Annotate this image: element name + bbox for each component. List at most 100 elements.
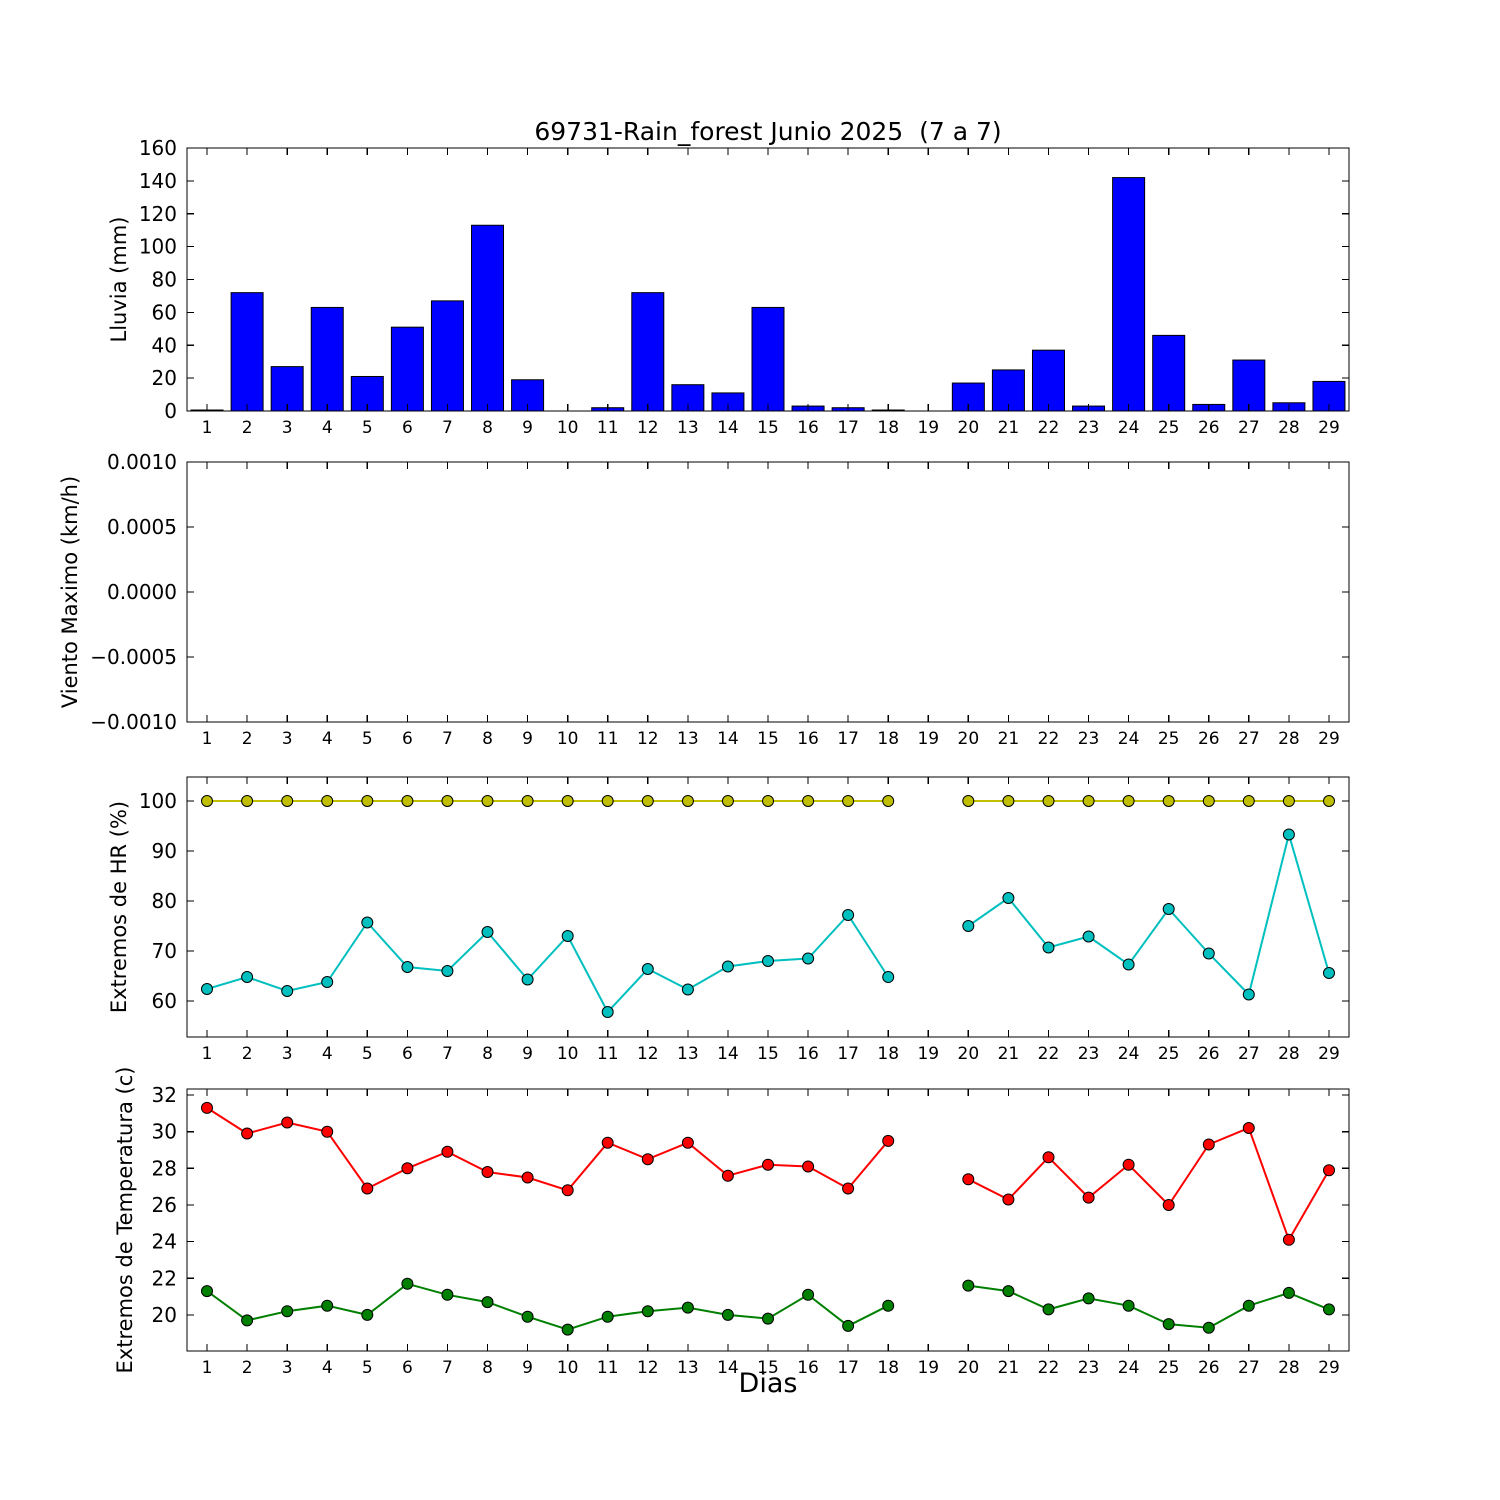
x-tick-label: 13	[677, 1358, 699, 1378]
x-tick-label: 5	[362, 1044, 373, 1064]
subplot-1-bars	[190, 177, 1346, 412]
x-tick-label: 26	[1198, 729, 1220, 749]
bar-day-27	[1232, 359, 1266, 412]
marker-day-16	[802, 1288, 815, 1301]
marker-day-1	[201, 795, 213, 807]
marker-day-23	[1082, 1191, 1095, 1204]
marker-day-16	[802, 795, 815, 807]
marker-day-25	[1162, 1318, 1175, 1331]
x-tick-label: 28	[1278, 418, 1300, 438]
bar-day-3	[270, 366, 304, 412]
marker-day-7	[441, 1288, 454, 1301]
x-tick-label: 19	[917, 418, 939, 438]
series-hr-minima	[201, 828, 1335, 1018]
bar-day-2	[230, 292, 264, 412]
marker-day-26	[1202, 1321, 1215, 1334]
subplot-4: 1 2 3 4 5 6 7 8 9 10 11 12 13 14 15 16 17 18 19 20 21 22 23 24 2…	[113, 1067, 1350, 1378]
x-tick-label: 21	[998, 418, 1020, 438]
x-tick-label: 15	[757, 1044, 779, 1064]
marker-day-27	[1242, 988, 1255, 1001]
x-tick-label: 24	[1118, 729, 1140, 749]
y-axis-title: Viento Maximo (km/h)	[58, 476, 82, 708]
x-tick-label: 11	[597, 1358, 619, 1378]
marker-day-14	[721, 1169, 734, 1182]
marker-day-3	[281, 1305, 294, 1318]
x-axis: 1 2 3 4 5 6 7 8 9 10 11 12 13 14 15 16 17 18 19 20 21 22 23 24 2…	[202, 1089, 1340, 1378]
marker-day-3	[281, 795, 294, 807]
x-tick-label: 29	[1318, 1044, 1340, 1064]
subplot-1: 1 2 3 4 5 6 7 8 9 10 11 12 13 14 15 16 17 18 19 20 21 22 23 24 2…	[107, 136, 1350, 438]
marker-day-8	[481, 926, 494, 938]
marker-day-23	[1082, 795, 1095, 807]
x-tick-label: 14	[717, 418, 739, 438]
marker-day-11	[601, 1006, 614, 1018]
marker-day-15	[762, 955, 774, 967]
bar-day-12	[631, 292, 665, 412]
y-tick-label: 80	[152, 889, 177, 913]
marker-day-9	[521, 795, 534, 807]
marker-day-18	[882, 971, 895, 983]
x-tick-label: 18	[877, 729, 899, 749]
x-tick-label: 20	[958, 729, 980, 749]
marker-day-22	[1042, 1151, 1055, 1164]
figure-title: 69731-Rain_forest Junio 2025 (7 a 7)	[534, 117, 1002, 146]
marker-day-17	[842, 1319, 855, 1332]
marker-day-13	[681, 1301, 694, 1314]
x-tick-label: 1	[202, 1044, 213, 1064]
y-tick-label: −0.0005	[90, 645, 177, 669]
marker-day-22	[1042, 1303, 1055, 1316]
x-tick-label: 16	[797, 729, 819, 749]
x-tick-label: 5	[362, 729, 373, 749]
x-tick-label: 26	[1198, 1044, 1220, 1064]
x-tick-label: 9	[522, 1044, 533, 1064]
marker-day-28	[1282, 795, 1295, 807]
y-tick-label: 160	[139, 136, 177, 160]
bar-day-22	[1031, 349, 1065, 412]
x-tick-label: 11	[597, 1044, 619, 1064]
x-tick-label: 25	[1158, 1358, 1180, 1378]
marker-day-5	[361, 1182, 374, 1195]
marker-day-2	[241, 1314, 254, 1327]
series-hr-maxima	[201, 795, 1335, 807]
marker-day-20	[962, 795, 975, 807]
x-tick-label: 1	[202, 729, 213, 749]
y-tick-label: 20	[152, 366, 177, 390]
marker-day-2	[241, 971, 254, 983]
marker-day-24	[1122, 958, 1135, 971]
x-tick-label: 25	[1158, 729, 1180, 749]
marker-day-9	[521, 1310, 534, 1323]
subplot-3: 1 2 3 4 5 6 7 8 9 10 11 12 13 14 15 16 17 18 19 20 21 22 23 24 2…	[107, 776, 1350, 1064]
marker-day-9	[521, 1171, 534, 1184]
x-tick-label: 17	[837, 418, 859, 438]
y-tick-label: 120	[139, 202, 177, 226]
marker-day-22	[1042, 941, 1055, 954]
x-tick-label: 6	[402, 1044, 413, 1064]
x-tick-label: 7	[442, 1044, 453, 1064]
x-tick-label: 11	[597, 729, 619, 749]
marker-day-24	[1122, 1299, 1135, 1312]
marker-day-25	[1162, 1199, 1175, 1211]
marker-day-13	[681, 1136, 694, 1149]
y-tick-label: 60	[152, 989, 177, 1013]
y-tick-label: 70	[152, 939, 177, 963]
x-tick-label: 12	[637, 1358, 659, 1378]
marker-day-18	[882, 795, 895, 807]
marker-day-4	[321, 795, 334, 807]
marker-day-14	[721, 795, 734, 807]
y-tick-label: 0	[164, 399, 177, 423]
marker-day-12	[641, 795, 654, 807]
x-tick-label: 19	[917, 1358, 939, 1378]
marker-day-7	[441, 965, 454, 977]
x-tick-label: 9	[522, 1358, 533, 1378]
marker-day-4	[321, 1299, 334, 1312]
y-axis: 60 70 80 90 100	[139, 789, 1349, 1013]
marker-day-13	[681, 983, 694, 996]
marker-day-20	[962, 920, 975, 932]
marker-day-24	[1122, 795, 1135, 807]
x-tick-label: 12	[637, 1044, 659, 1064]
marker-day-3	[281, 985, 294, 997]
y-tick-label: 0.0000	[107, 580, 177, 604]
x-tick-label: 21	[998, 729, 1020, 749]
bar-day-7	[430, 300, 464, 412]
y-axis-title: Extremos de HR (%)	[107, 801, 131, 1013]
